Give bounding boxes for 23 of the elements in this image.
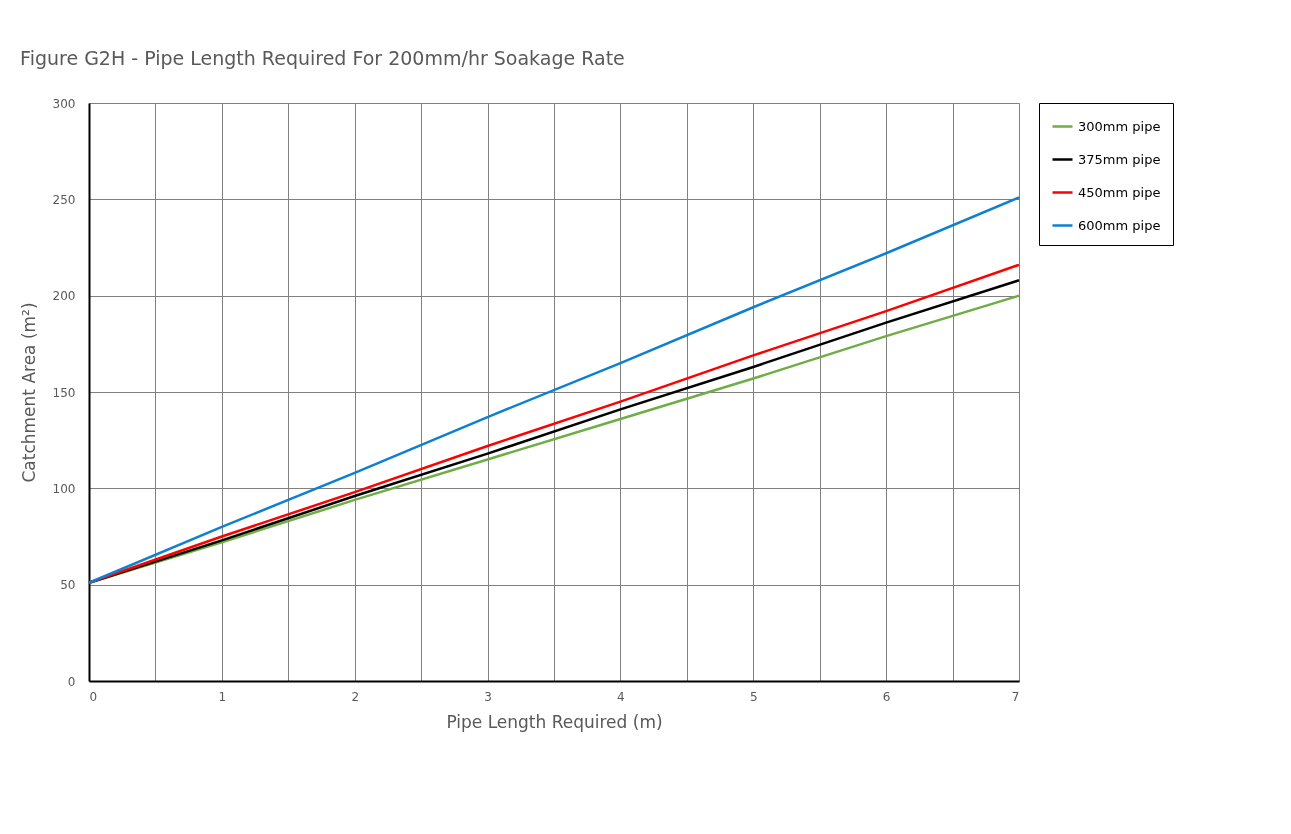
chart-title: Figure G2H - Pipe Length Required For 200mm/hr Soakage Rate [20,47,625,69]
legend-label: 375mm pipe [1078,151,1161,167]
y-tick-label: 300 [52,96,76,111]
y-tick-label: 150 [52,385,76,400]
y-tick-label: 0 [67,674,76,689]
x-tick-label: 0 [89,689,98,704]
y-tick-label: 100 [52,481,76,496]
x-tick-label: 4 [617,689,625,704]
y-tick-label: 50 [60,578,76,593]
x-axis-title: Pipe Length Required (m) [446,711,663,732]
x-tick-label: 1 [218,689,227,704]
x-tick-label: 6 [882,689,891,704]
y-tick-label: 250 [52,192,76,207]
legend-label: 300mm pipe [1078,118,1161,134]
y-tick-label: 200 [52,289,76,304]
x-tick-label: 2 [351,689,360,704]
y-axis-title: Catchment Area (m²) [18,302,39,483]
x-tick-label: 5 [749,689,758,704]
line-series [87,196,1021,584]
x-tick-label: 7 [1011,689,1020,704]
legend-label: 600mm pipe [1078,217,1161,233]
legend-label: 450mm pipe [1078,184,1161,200]
x-tick-label: 3 [484,689,492,704]
